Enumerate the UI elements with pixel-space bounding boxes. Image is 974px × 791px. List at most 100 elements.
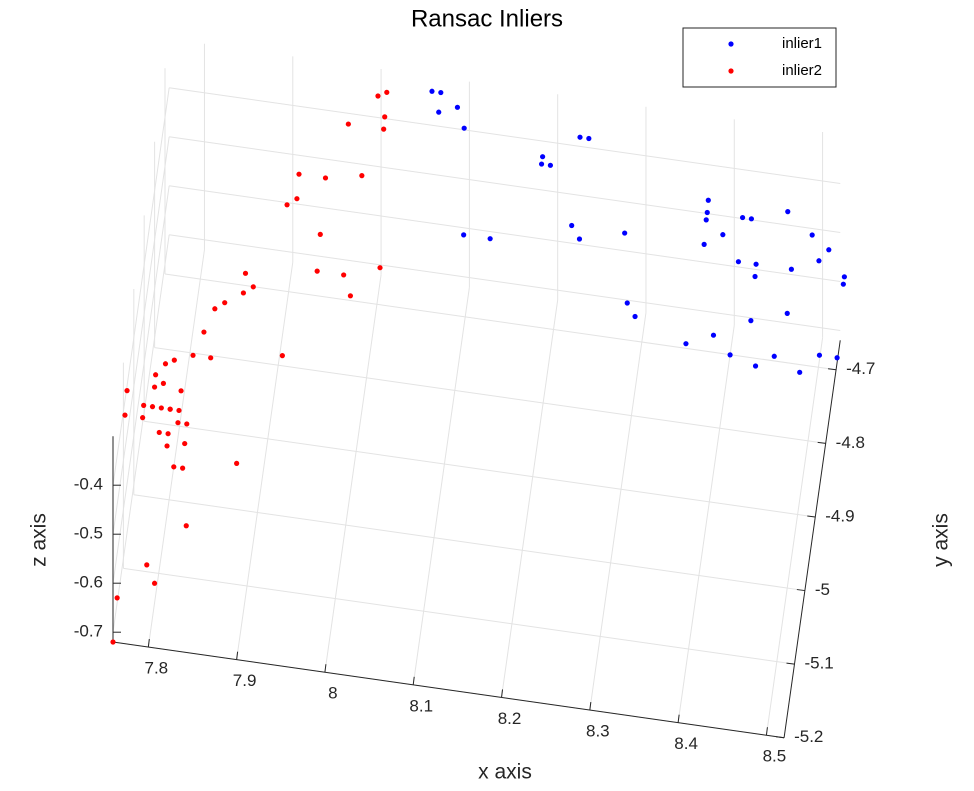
x-tick bbox=[412, 676, 415, 685]
grid-line bbox=[144, 420, 816, 518]
point bbox=[167, 406, 173, 412]
point bbox=[284, 202, 290, 208]
grid-line bbox=[169, 234, 841, 332]
point bbox=[347, 293, 354, 299]
point bbox=[577, 134, 583, 140]
point bbox=[727, 352, 733, 358]
point bbox=[381, 126, 387, 132]
point bbox=[739, 214, 746, 221]
point bbox=[384, 89, 390, 95]
z-tick-label: -0.5 bbox=[74, 524, 103, 543]
grid-line bbox=[169, 185, 841, 283]
point bbox=[171, 357, 177, 363]
point bbox=[753, 261, 759, 267]
point bbox=[183, 523, 189, 529]
point bbox=[149, 404, 156, 410]
x-tick bbox=[147, 638, 150, 648]
point bbox=[840, 281, 846, 287]
x-tick bbox=[501, 689, 504, 698]
point bbox=[816, 352, 823, 358]
grid-line bbox=[112, 136, 170, 535]
point bbox=[771, 353, 777, 359]
point bbox=[201, 329, 207, 335]
point bbox=[144, 562, 150, 568]
point bbox=[341, 272, 347, 278]
grid-line bbox=[147, 249, 205, 648]
y-tick bbox=[776, 736, 785, 739]
point bbox=[705, 197, 711, 203]
grid-line bbox=[501, 299, 559, 698]
point bbox=[748, 216, 755, 222]
point bbox=[841, 274, 847, 280]
point bbox=[720, 232, 726, 238]
point bbox=[683, 341, 689, 347]
point bbox=[382, 114, 388, 120]
point bbox=[788, 266, 795, 272]
point bbox=[314, 268, 320, 274]
point bbox=[797, 369, 803, 375]
chart-title: Ransac Inliers bbox=[411, 5, 563, 32]
x-tick-label: 8.5 bbox=[763, 747, 787, 766]
point bbox=[140, 415, 146, 421]
point bbox=[175, 420, 181, 426]
z-tick-label: -0.4 bbox=[74, 475, 103, 494]
point bbox=[124, 388, 130, 394]
point bbox=[429, 88, 435, 94]
y-tick-label: -5.1 bbox=[804, 654, 833, 673]
x-tick-label: 8.3 bbox=[586, 722, 610, 741]
y-tick-label: -4.7 bbox=[846, 359, 875, 378]
point bbox=[162, 361, 169, 367]
z-tick-label: -0.6 bbox=[74, 573, 103, 592]
point bbox=[375, 93, 381, 99]
point bbox=[176, 407, 182, 414]
point bbox=[576, 236, 583, 242]
y-tick-label: -5.2 bbox=[794, 727, 823, 746]
y-axis-line bbox=[783, 340, 841, 738]
grid-line bbox=[123, 567, 795, 665]
point bbox=[784, 310, 790, 316]
legend-box bbox=[682, 27, 837, 88]
point bbox=[454, 104, 461, 110]
point bbox=[748, 318, 754, 324]
point bbox=[296, 171, 302, 177]
point bbox=[122, 412, 128, 418]
point bbox=[234, 460, 240, 466]
point bbox=[632, 313, 638, 320]
point bbox=[180, 465, 186, 471]
y-axis-label: y axis bbox=[930, 513, 953, 567]
point bbox=[178, 388, 184, 394]
x-tick-label: 8 bbox=[328, 684, 337, 703]
x-axis-line bbox=[112, 641, 785, 739]
point bbox=[834, 355, 840, 361]
x-tick bbox=[765, 727, 768, 736]
point bbox=[182, 440, 188, 447]
point bbox=[377, 265, 383, 271]
point bbox=[540, 154, 546, 160]
point bbox=[586, 135, 592, 142]
point bbox=[809, 232, 815, 238]
point bbox=[547, 162, 554, 168]
legend-marker bbox=[728, 68, 734, 74]
point bbox=[164, 443, 170, 449]
grid-line bbox=[236, 262, 294, 660]
grid-line bbox=[169, 136, 841, 234]
z-tick-label: -0.7 bbox=[74, 622, 103, 641]
grid-line bbox=[112, 87, 170, 486]
point bbox=[703, 217, 709, 223]
x-tick-label: 8.2 bbox=[498, 709, 522, 728]
point bbox=[165, 431, 171, 437]
legend-label: inlier2 bbox=[782, 62, 822, 79]
x-tick-label: 8.4 bbox=[674, 734, 698, 753]
point bbox=[359, 173, 365, 179]
point bbox=[436, 109, 442, 115]
grid-line bbox=[589, 312, 647, 711]
point bbox=[190, 352, 196, 358]
point bbox=[322, 175, 329, 181]
x-tick bbox=[589, 701, 592, 711]
point bbox=[184, 421, 190, 427]
grid-line bbox=[169, 87, 841, 185]
grid-line bbox=[164, 273, 837, 371]
legend-marker bbox=[728, 41, 734, 47]
point bbox=[461, 125, 467, 131]
